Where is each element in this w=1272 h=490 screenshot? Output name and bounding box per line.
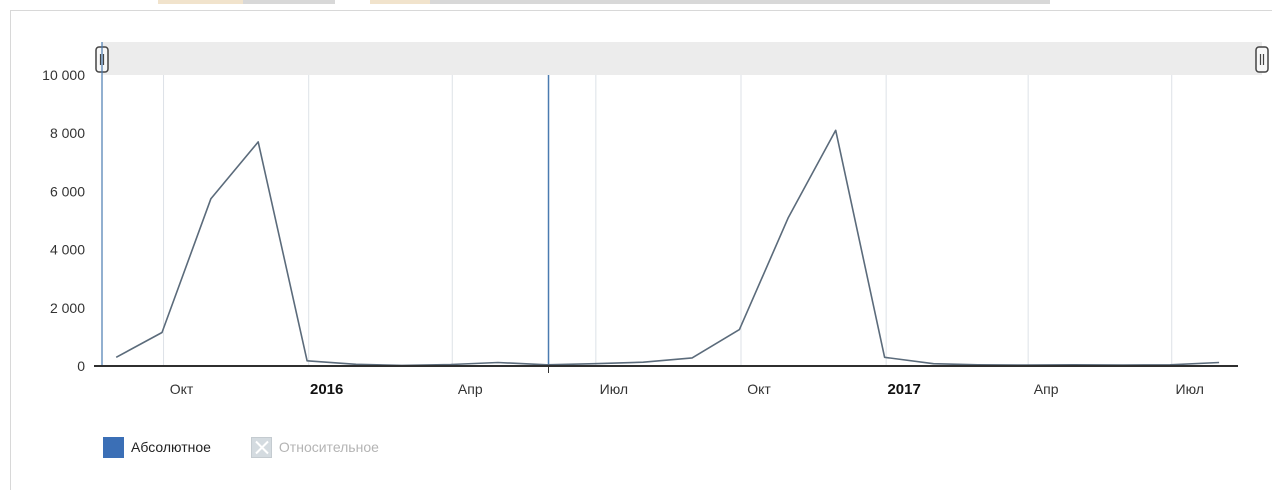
- x-gridlines: [163, 75, 1173, 366]
- navigator-band: [102, 42, 1262, 75]
- data-point: [593, 362, 596, 365]
- data-point: [497, 361, 500, 364]
- legend-label-relative: Относительное: [278, 439, 379, 455]
- x-tick-label: Апр: [1034, 381, 1059, 397]
- x-tick-label: Июл: [600, 381, 628, 397]
- data-point: [834, 129, 837, 132]
- legend-item-relative[interactable]: Относительное: [250, 436, 379, 458]
- series-layer: [115, 129, 1221, 367]
- y-tick-label: 8 000: [50, 125, 85, 141]
- data-point: [642, 361, 645, 364]
- x-tick-label: Июл: [1176, 381, 1204, 397]
- data-point: [306, 359, 309, 362]
- data-point: [115, 356, 118, 359]
- legend-swatch-relative-disabled: [250, 436, 272, 458]
- legend: Абсолютное Относительное: [103, 432, 419, 462]
- legend-label-absolute: Абсолютное: [131, 439, 211, 455]
- data-point: [209, 197, 212, 200]
- x-tick-label: Окт: [747, 381, 771, 397]
- data-point: [1218, 361, 1221, 364]
- legend-item-absolute[interactable]: Абсолютное: [103, 436, 211, 458]
- y-axis-labels: 0 2 000 4 000 6 000 8 000 10 000: [42, 67, 85, 374]
- data-point: [160, 331, 163, 334]
- axes: [94, 42, 1238, 367]
- y-tick-label: 4 000: [50, 242, 85, 258]
- data-point: [738, 328, 741, 331]
- data-point: [932, 362, 935, 365]
- x-tick-label: 2017: [887, 381, 920, 398]
- navigator-handle-right[interactable]: [1255, 46, 1269, 73]
- x-tick-label: 2016: [310, 381, 343, 398]
- y-tick-label: 10 000: [42, 67, 85, 83]
- x-axis-labels: Окт 2016 Апр Июл Окт 2017 Апр Июл: [170, 381, 1204, 398]
- legend-swatch-absolute: [103, 436, 124, 458]
- y-tick-label: 2 000: [50, 300, 85, 316]
- data-point: [257, 140, 260, 143]
- x-tick-label: Окт: [170, 381, 194, 397]
- chart-panel: [10, 10, 1272, 490]
- series-line-0: [115, 129, 1220, 367]
- x-tick-label: Апр: [458, 381, 483, 397]
- data-point: [787, 216, 790, 219]
- y-tick-label: 0: [77, 358, 85, 374]
- y-tick-label: 6 000: [50, 183, 85, 199]
- top-toolbar-strip: [0, 0, 1272, 8]
- data-point: [691, 356, 694, 359]
- range-navigator[interactable]: [95, 42, 1269, 75]
- data-point: [883, 356, 886, 359]
